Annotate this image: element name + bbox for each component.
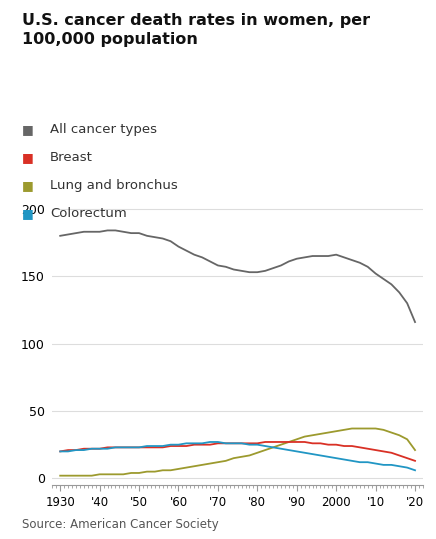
Text: U.S. cancer death rates in women, per
100,000 population: U.S. cancer death rates in women, per 10… (22, 13, 370, 47)
Text: ■: ■ (22, 151, 34, 164)
Text: Source: American Cancer Society: Source: American Cancer Society (22, 518, 218, 531)
Text: All cancer types: All cancer types (50, 123, 157, 136)
Text: ■: ■ (22, 207, 34, 220)
Text: ■: ■ (22, 179, 34, 192)
Text: Colorectum: Colorectum (50, 207, 127, 220)
Text: Lung and bronchus: Lung and bronchus (50, 179, 178, 192)
Text: ■: ■ (22, 123, 34, 136)
Text: Breast: Breast (50, 151, 93, 164)
